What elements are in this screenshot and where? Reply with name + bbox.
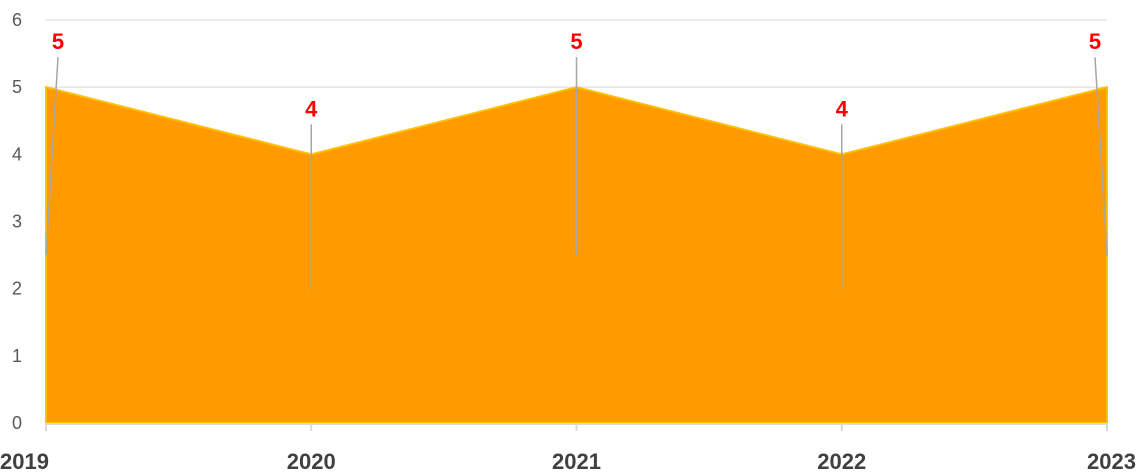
leader-line-2023 bbox=[1094, 57, 1108, 256]
data-label-2019: 5 bbox=[52, 29, 64, 54]
leader-lines bbox=[45, 57, 1108, 289]
x-tick-label-2023: 2023 bbox=[1087, 449, 1136, 473]
y-axis: 0 1 2 3 4 5 6 bbox=[12, 10, 22, 433]
x-tick-label-2022: 2022 bbox=[817, 449, 866, 473]
x-tick-label-2021: 2021 bbox=[552, 449, 601, 473]
y-tick-label: 0 bbox=[12, 413, 22, 433]
data-label-2023: 5 bbox=[1089, 29, 1101, 54]
y-tick-label: 4 bbox=[12, 144, 22, 164]
x-tick-label-2019: 2019 bbox=[0, 449, 49, 473]
y-tick-label: 1 bbox=[12, 346, 22, 366]
y-tick-label: 6 bbox=[12, 10, 22, 30]
data-label-2022: 4 bbox=[836, 96, 849, 121]
leader-line-2019 bbox=[45, 57, 59, 256]
data-label-2020: 4 bbox=[305, 96, 318, 121]
x-axis: 2019 2020 2021 2022 2023 bbox=[0, 423, 1136, 473]
data-labels: 5 4 5 4 5 bbox=[52, 29, 1101, 121]
data-label-2021: 5 bbox=[570, 29, 582, 54]
y-tick-label: 2 bbox=[12, 279, 22, 299]
y-tick-label: 5 bbox=[12, 77, 22, 97]
x-tick-label-2020: 2020 bbox=[287, 449, 336, 473]
y-tick-label: 3 bbox=[12, 212, 22, 232]
